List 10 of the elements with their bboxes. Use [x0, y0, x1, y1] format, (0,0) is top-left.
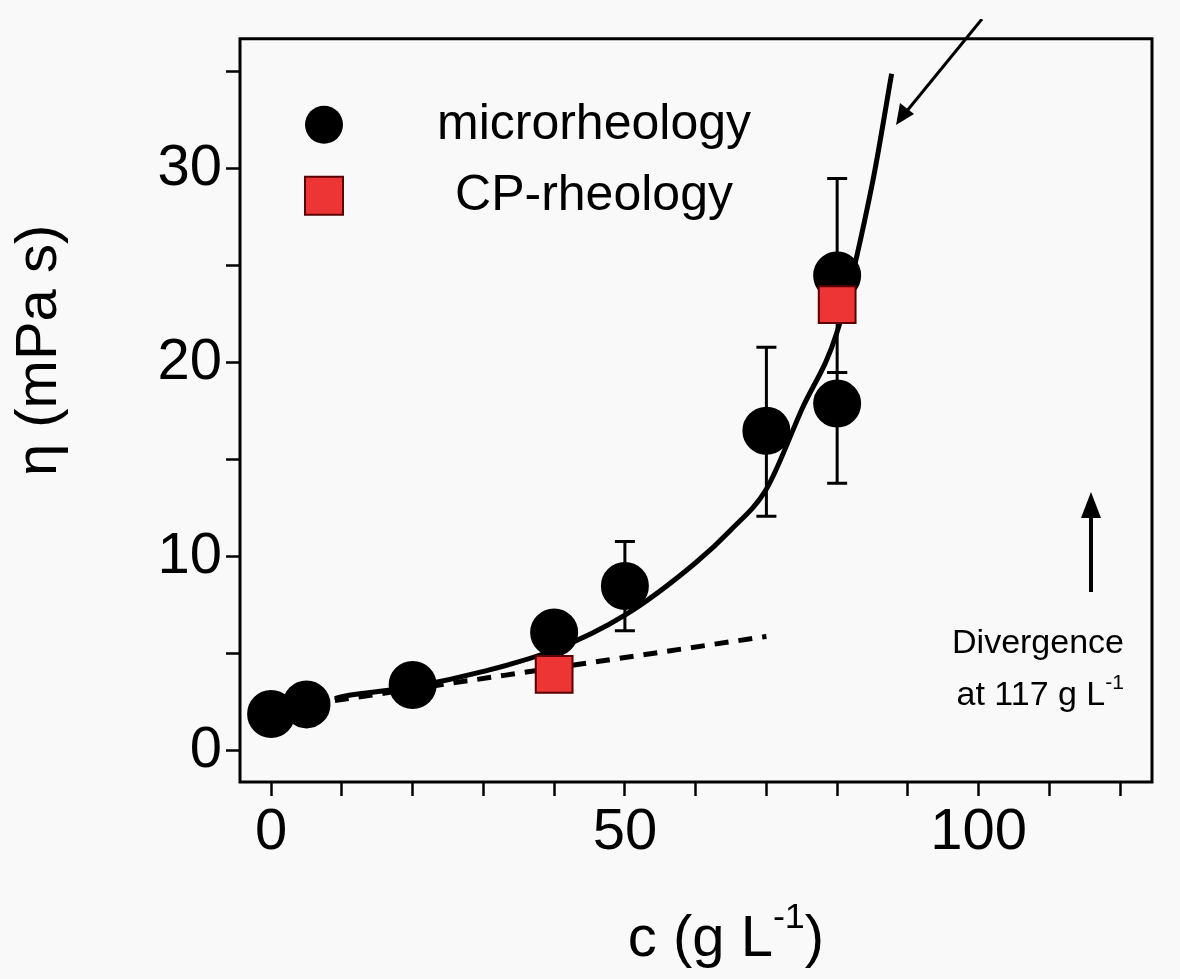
- legend-label: CP-rheology: [455, 164, 733, 221]
- y-tick-label: 10: [157, 519, 222, 585]
- y-tick-label: 30: [157, 131, 222, 197]
- y-tick-label: 0: [189, 713, 222, 779]
- y-axis-title: η (mPa s): [3, 224, 68, 477]
- y-tick-label: 20: [157, 325, 222, 391]
- x-tick-label: 100: [930, 795, 1028, 861]
- x-tick-label: 0: [255, 795, 288, 861]
- legend-label: microrheology: [436, 93, 752, 150]
- x-tick-label: 50: [592, 795, 658, 861]
